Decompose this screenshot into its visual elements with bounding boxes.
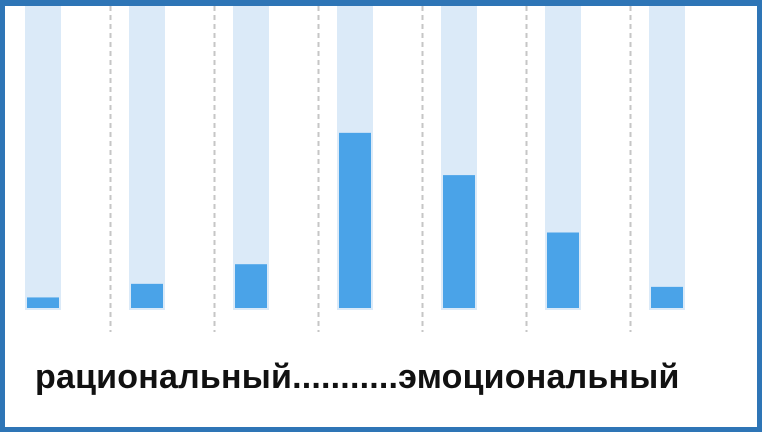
bar-chart: [25, 6, 685, 332]
bar-6: [547, 232, 579, 308]
grid-lines: [109, 6, 632, 332]
bar-1: [27, 297, 59, 308]
scale-caption: рациональный...........эмоциональный: [35, 358, 680, 396]
bar-track: [233, 6, 269, 310]
bars: [27, 132, 683, 308]
bar-2: [131, 283, 163, 308]
bar-3: [235, 264, 267, 308]
bar-track: [25, 6, 61, 310]
bar-track: [649, 6, 685, 310]
bar-5: [443, 175, 475, 308]
bar-4: [339, 132, 371, 308]
bar-7: [651, 286, 683, 308]
bar-track: [129, 6, 165, 310]
